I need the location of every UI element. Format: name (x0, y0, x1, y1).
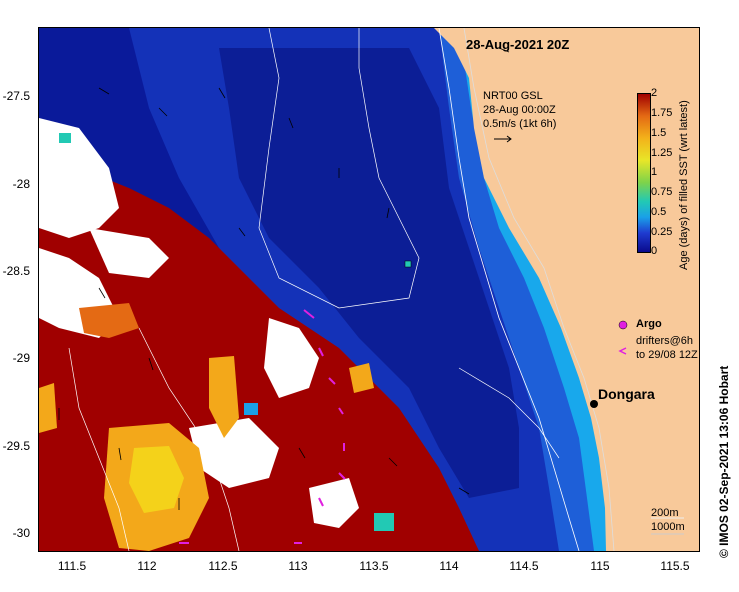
x-tick-112: 112 (137, 559, 157, 573)
dongara-marker (590, 400, 598, 408)
contour-sw-2 (138, 327, 240, 551)
colorbar-title: Age (days) of filled SST (wrt latest) (678, 100, 690, 270)
teal-patch-2 (59, 133, 71, 143)
y-tick-28-5: -28.5 (2, 264, 30, 278)
vector-scale: 0.5m/s (1kt 6h) (483, 118, 557, 130)
product-time: 28-Aug 00:00Z (483, 104, 556, 116)
colorbar (637, 93, 651, 253)
drifter-marker (404, 260, 412, 268)
contour-200m (463, 28, 615, 551)
y-tick-29: -29 (12, 351, 30, 365)
orange-patch-5 (39, 383, 57, 433)
contour-label-1000m: 1000m (651, 521, 685, 533)
y-tick-28: -28 (12, 177, 30, 191)
map-title: 28-Aug-2021 20Z (466, 37, 570, 52)
cloud-patch-5 (189, 418, 279, 488)
colorbar-tick-15: 1.5 (651, 127, 667, 139)
teal-patch-1 (374, 513, 394, 531)
x-tick-114-5: 114.5 (509, 559, 539, 573)
argo-label: Argo (636, 318, 662, 330)
contour-sw (68, 347, 130, 551)
scale-arrow (494, 135, 512, 143)
drifter-legend-symbol (618, 347, 627, 355)
drifter-tracks (179, 309, 346, 544)
place-dongara: Dongara (598, 386, 655, 402)
argo-legend-symbol (618, 320, 628, 330)
colorbar-tick-075: 0.75 (651, 186, 673, 198)
colorbar-tick-1: 1 (651, 166, 658, 178)
land-mass (434, 28, 699, 551)
contour-1000m (438, 28, 580, 551)
inner-ocean (219, 48, 519, 498)
colorbar-tick-2: 2 (651, 87, 658, 99)
colorbar-tick-175: 1.75 (651, 107, 673, 119)
contour-east (458, 367, 560, 459)
y-tick-30: -30 (12, 526, 30, 540)
x-tick-115-5: 115.5 (660, 559, 690, 573)
map-canvas (39, 28, 699, 551)
x-tick-115: 115 (590, 559, 610, 573)
product-name: NRT00 GSL (483, 90, 543, 102)
map-frame (38, 27, 700, 552)
x-tick-111-5: 111.5 (57, 559, 87, 573)
teal-patch-3 (244, 403, 258, 415)
contour-inner (258, 28, 420, 309)
orange-patch-2 (79, 303, 139, 338)
x-tick-112-5: 112.5 (208, 559, 238, 573)
x-tick-114: 114 (439, 559, 459, 573)
orange-patch-3 (209, 356, 239, 438)
cloud-patch-1 (39, 118, 119, 238)
credit-text: © IMOS 02-Sep-2021 13:06 Hobart (717, 365, 731, 558)
cloud-patch-6 (309, 478, 359, 528)
drifters-label-2: to 29/08 12Z (636, 349, 698, 361)
x-tick-113: 113 (288, 559, 308, 573)
contour-label-200m: 200m (651, 507, 679, 519)
colorbar-tick-0: 0 (651, 245, 658, 257)
drifters-label-1: drifters@6h (636, 335, 694, 347)
yellow-patch-1 (129, 446, 184, 513)
y-tick-27-5: -27.5 (2, 89, 30, 103)
colorbar-tick-125: 1.25 (651, 147, 673, 159)
x-tick-113-5: 113.5 (359, 559, 389, 573)
coastal-strip (459, 28, 624, 551)
orange-patch-4 (349, 363, 374, 393)
colorbar-tick-025: 0.25 (651, 226, 673, 238)
cloud-patch-4 (264, 318, 319, 398)
y-tick-29-5: -29.5 (2, 439, 30, 453)
cloud-patch-3 (89, 228, 169, 278)
colorbar-tick-05: 0.5 (651, 206, 667, 218)
velocity-arrows (58, 47, 510, 510)
